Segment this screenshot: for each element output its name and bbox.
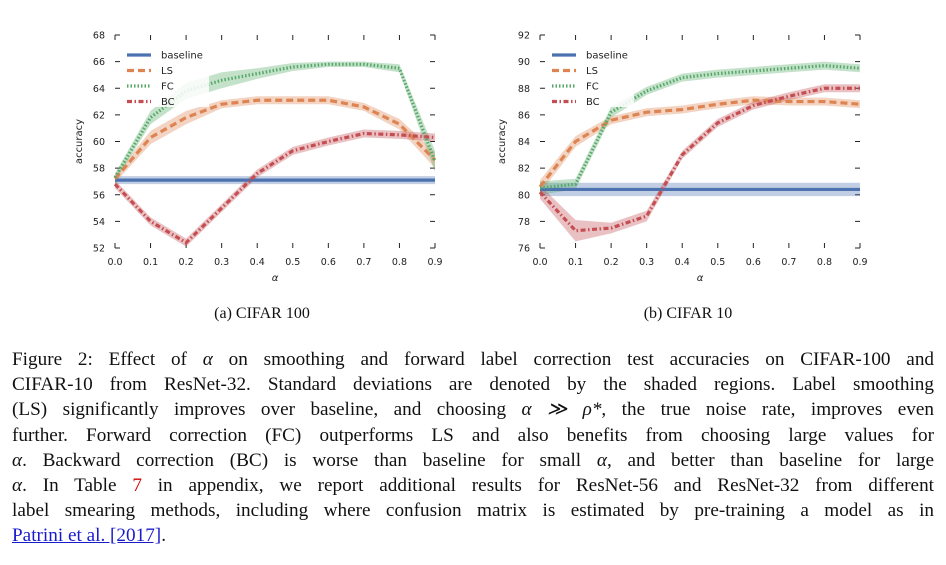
caption-line-4: further. Forward correction (FC) outperf… <box>12 424 934 446</box>
y-axis-label: accuracy <box>74 119 85 164</box>
subcaption: (b) CIFAR 10 <box>644 305 733 322</box>
y-tick-label: 60 <box>93 137 105 148</box>
x-tick-label: 0.2 <box>604 257 619 268</box>
x-tick-label: 0.1 <box>568 257 583 268</box>
y-tick-label: 84 <box>518 137 530 148</box>
x-tick-label: 0.5 <box>710 257 725 268</box>
x-tick-label: 0.3 <box>214 257 229 268</box>
y-tick-label: 52 <box>93 244 105 255</box>
citation-link[interactable]: Patrini et al. [2017] <box>12 525 162 547</box>
x-tick-label: 0.7 <box>356 257 371 268</box>
y-axis-label: accuracy <box>497 119 508 164</box>
y-tick-label: 56 <box>93 190 105 201</box>
y-tick-label: 64 <box>93 84 105 95</box>
y-tick-label: 68 <box>93 31 105 42</box>
y-tick-label: 76 <box>518 244 530 255</box>
series-line-BC <box>538 86 860 233</box>
figure-2: 0.0 0.1 0.2 0.3 0.4 0.5 0.6 0.7 0.8 0.9 52 54 56 58 60… <box>74 31 868 323</box>
caption-line-1: Figure 2: Effect of α on smoothing and f… <box>12 349 935 370</box>
x-tick-label: 0.2 <box>179 257 194 268</box>
chart-cifar10: 0.0 0.1 0.2 0.3 0.4 0.5 0.6 0.7 0.8 0.9 76 78 80 82 84… <box>497 31 868 323</box>
x-tick-label: 0.8 <box>392 257 407 268</box>
y-tick-label: 58 <box>93 164 105 175</box>
legend-label-BC: BC <box>161 97 175 108</box>
caption-line-7: label smearing methods, including where … <box>12 500 934 522</box>
y-tick-label: 80 <box>518 190 530 201</box>
std-band-LS <box>540 96 860 194</box>
x-tick-label: 0.6 <box>746 257 761 268</box>
x-tick-label: 0.7 <box>781 257 796 268</box>
caption-line-2: CIFAR-10 from ResNet-32. Standard deviat… <box>12 374 934 396</box>
y-tick-label: 88 <box>518 84 530 95</box>
y-tick-label: 90 <box>518 57 530 68</box>
y-tick-label: 62 <box>93 110 105 121</box>
subcaption: (a) CIFAR 100 <box>214 305 310 322</box>
legend-label-LS: LS <box>586 66 598 77</box>
x-tick-label: 0.5 <box>285 257 300 268</box>
table-ref-link[interactable]: 7 <box>132 475 142 497</box>
std-band-LS <box>115 96 435 183</box>
x-axis-label: α <box>697 273 704 284</box>
caption-line-3: (LS) significantly improves over baselin… <box>12 399 934 421</box>
y-tick-label: 78 <box>518 217 530 228</box>
caption-line-8: Patrini et al. [2017]. <box>12 525 166 547</box>
x-tick-label: 0.3 <box>639 257 654 268</box>
legend-label-FC: FC <box>161 82 174 93</box>
y-tick-label: 66 <box>93 57 105 68</box>
figure-caption: Figure 2: Effect of α on smoothing and f… <box>12 347 934 549</box>
x-tick-label: 0.1 <box>143 257 158 268</box>
x-tick-label: 0.4 <box>250 257 265 268</box>
y-tick-label: 92 <box>518 31 530 42</box>
legend-label-BC: BC <box>586 97 600 108</box>
caption-line-5: α. Backward correction (BC) is worse tha… <box>12 449 934 471</box>
chart-cifar100: 0.0 0.1 0.2 0.3 0.4 0.5 0.6 0.7 0.8 0.9 52 54 56 58 60… <box>74 31 443 323</box>
caption-line-6: α. In Table 7 in appendix, we report add… <box>12 475 934 497</box>
x-tick-label: 0.8 <box>817 257 832 268</box>
x-tick-label: 0.6 <box>321 257 336 268</box>
series-line-BC <box>113 131 436 245</box>
y-tick-label: 82 <box>518 164 530 175</box>
x-tick-label: 0.9 <box>427 257 442 268</box>
x-tick-label: 0.9 <box>852 257 867 268</box>
caption-label: Figure 2: <box>12 349 93 370</box>
x-tick-label: 0.4 <box>675 257 690 268</box>
legend-label-baseline: baseline <box>586 51 628 62</box>
y-tick-label: 86 <box>518 110 530 121</box>
legend-label-baseline: baseline <box>161 51 203 62</box>
x-tick-label: 0.0 <box>107 257 122 268</box>
legend-label-LS: LS <box>161 66 173 77</box>
legend-label-FC: FC <box>586 82 599 93</box>
x-tick-label: 0.0 <box>532 257 547 268</box>
y-tick-label: 54 <box>93 217 105 228</box>
x-axis-label: α <box>272 273 279 284</box>
series-line-LS <box>538 98 861 188</box>
